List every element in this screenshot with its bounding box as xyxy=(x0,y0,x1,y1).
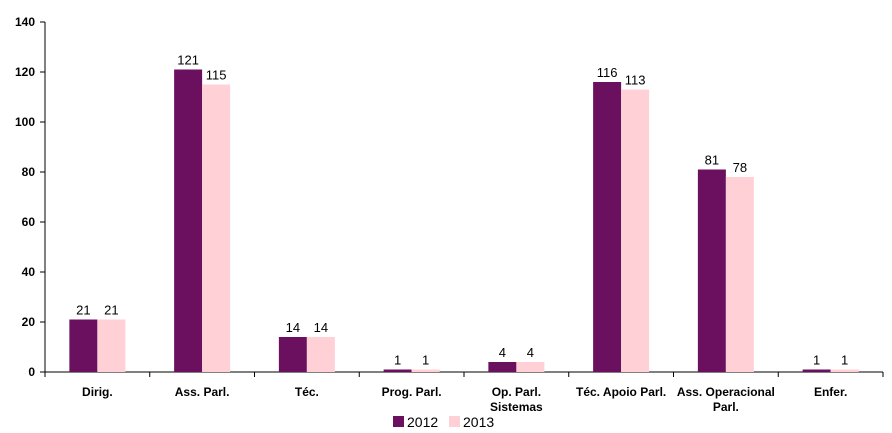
bar-2013-7 xyxy=(830,369,859,372)
data-label-2012-1: 121 xyxy=(177,53,199,68)
legend-swatch-2012 xyxy=(393,416,404,427)
data-label-2013-5: 113 xyxy=(625,73,646,88)
category-label: Parl. xyxy=(713,400,739,414)
category-labels: Dirig. Ass. Parl. Téc. Prog. Parl. Op. Parl.… xyxy=(82,385,847,414)
bar-2013-3 xyxy=(411,369,440,372)
bar-2012-1 xyxy=(174,69,203,372)
data-label-2013-6: 78 xyxy=(733,160,747,175)
bar-2012-7 xyxy=(802,369,831,372)
data-label-2012-7: 1 xyxy=(813,353,820,368)
category-label: Ass. Operacional xyxy=(677,385,775,399)
data-label-2013-2: 14 xyxy=(314,320,328,335)
bar-2013-2 xyxy=(306,337,335,372)
bar-2013-1 xyxy=(202,84,231,372)
bar-2013-0 xyxy=(97,319,126,372)
y-tick-label: 60 xyxy=(22,215,36,229)
y-tick-label: 100 xyxy=(15,115,35,129)
data-label-2013-4: 4 xyxy=(527,345,534,360)
data-label-2012-0: 21 xyxy=(76,303,90,318)
y-tick-label: 80 xyxy=(22,165,36,179)
category-label: Dirig. xyxy=(82,385,113,399)
category-label: Enfer. xyxy=(814,385,847,399)
category-label: Ass. Parl. xyxy=(175,385,230,399)
legend-label-2013: 2013 xyxy=(463,414,494,430)
y-tick-label: 40 xyxy=(22,265,36,279)
data-label-2013-1: 115 xyxy=(206,68,227,83)
data-label-2012-3: 1 xyxy=(394,353,401,368)
data-label-2012-4: 4 xyxy=(499,345,506,360)
y-tick-label: 0 xyxy=(28,365,35,379)
data-label-2012-6: 81 xyxy=(705,153,719,168)
y-tick-label: 120 xyxy=(15,65,35,79)
bar-2012-4 xyxy=(488,362,517,372)
bar-2012-6 xyxy=(697,169,726,372)
bars xyxy=(69,69,859,372)
bar-2013-4 xyxy=(516,362,545,372)
bar-2012-5 xyxy=(593,82,622,372)
category-label: Téc. Apoio Parl. xyxy=(576,385,666,399)
legend-label-2012: 2012 xyxy=(407,414,438,430)
axes xyxy=(44,22,884,377)
category-label: Prog. Parl. xyxy=(382,385,442,399)
legend-swatch-2013 xyxy=(449,416,460,427)
data-label-2012-2: 14 xyxy=(286,320,300,335)
y-tick-label: 20 xyxy=(22,315,36,329)
y-axis-ticks: 0 20 40 60 80 100 120 140 xyxy=(15,15,45,379)
bar-2013-6 xyxy=(725,177,754,372)
legend: 2012 2013 xyxy=(393,414,494,430)
bar-2012-3 xyxy=(383,369,412,372)
data-label-2013-0: 21 xyxy=(104,303,118,318)
data-label-2013-7: 1 xyxy=(841,353,848,368)
bar-2012-0 xyxy=(69,319,98,372)
y-tick-label: 140 xyxy=(15,15,35,29)
category-label: Téc. xyxy=(295,385,319,399)
bar-2013-5 xyxy=(621,89,650,372)
bar-2012-2 xyxy=(278,337,307,372)
data-label-2013-3: 1 xyxy=(422,353,429,368)
category-label: Op. Parl. xyxy=(492,385,541,399)
data-label-2012-5: 116 xyxy=(597,65,618,80)
category-label: Sistemas xyxy=(490,400,543,414)
